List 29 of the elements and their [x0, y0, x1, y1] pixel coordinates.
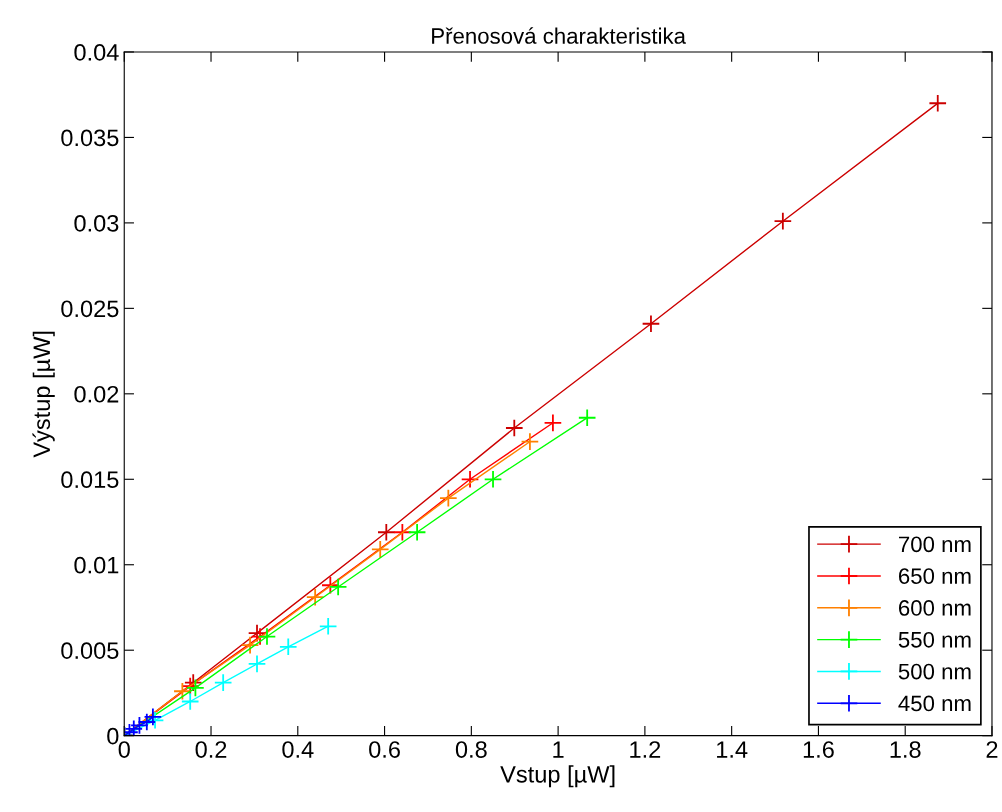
- legend-label: 450 nm: [898, 695, 971, 712]
- y-axis-title: Výstup [µW]: [32, 331, 55, 458]
- y-tick-label: 0.02: [74, 385, 119, 403]
- x-axis-title: Vstup [µW]: [500, 765, 615, 788]
- x-tick-label: 0.4: [282, 741, 314, 758]
- y-tick-label: 0.01: [74, 556, 119, 574]
- x-tick-label: 1.8: [890, 741, 921, 758]
- x-tick-label: 1: [553, 741, 564, 758]
- legend-label: 600 nm: [898, 600, 971, 616]
- x-tick-label: 1.6: [803, 741, 834, 758]
- legend-label: 700 nm: [899, 536, 971, 553]
- y-tick-label: 0.005: [61, 642, 119, 659]
- y-tick-label: 0.04: [74, 44, 119, 61]
- x-tick-label: 0.8: [455, 741, 487, 758]
- y-tick-label: 0: [107, 727, 119, 745]
- x-tick-label: 2: [986, 741, 998, 758]
- chart-title: Přenosová charakteristika: [432, 27, 686, 44]
- y-tick-label: 0.03: [74, 214, 119, 232]
- x-tick-label: 0.2: [195, 741, 227, 758]
- x-tick-label: 1.4: [717, 741, 748, 758]
- legend-label: 550 nm: [898, 631, 971, 648]
- y-tick-label: 0.025: [61, 300, 119, 318]
- y-tick-label: 0.035: [61, 129, 119, 147]
- x-tick-label: 0: [118, 741, 130, 758]
- legend-label: 500 nm: [898, 663, 971, 680]
- legend-label: 650 nm: [898, 568, 971, 584]
- y-tick-label: 0.015: [61, 471, 119, 489]
- x-tick-label: 1.2: [630, 741, 661, 758]
- x-tick-label: 0.6: [369, 741, 400, 758]
